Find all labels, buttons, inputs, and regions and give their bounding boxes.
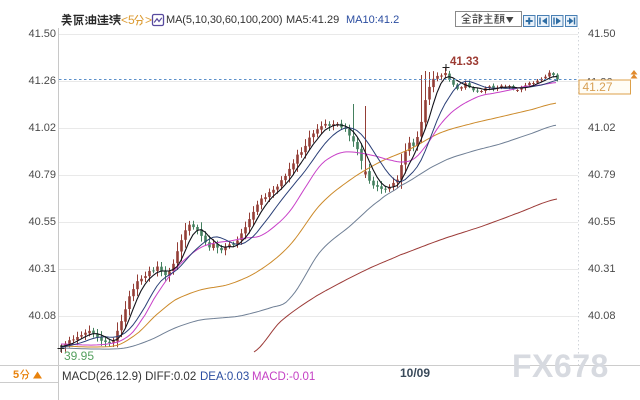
svg-text:41.27: 41.27 [583, 80, 613, 94]
